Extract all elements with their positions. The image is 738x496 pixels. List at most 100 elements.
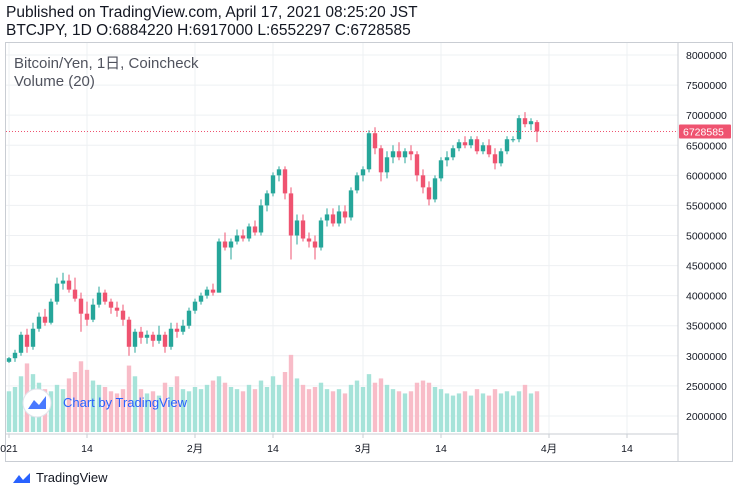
candle-body [228, 241, 234, 248]
candle-body [348, 190, 354, 218]
candle-body [114, 307, 120, 311]
x-tick-label: 14 [621, 443, 633, 455]
candle-body [162, 334, 168, 347]
volume-bar [438, 389, 444, 432]
volume-bar [312, 387, 318, 432]
volume-bar [228, 387, 234, 432]
candle-body [30, 328, 36, 347]
candle-body [72, 289, 78, 299]
candle-body [60, 280, 66, 284]
candle-body [342, 211, 348, 218]
volume-bar [504, 391, 510, 432]
volume-bar [96, 384, 102, 432]
volume-bar [156, 395, 162, 432]
candle-body [324, 214, 330, 221]
candle-body [18, 334, 24, 353]
candle-body [486, 145, 492, 155]
volume-bar [276, 384, 282, 432]
candle-body [90, 304, 96, 320]
candle-body [84, 313, 90, 320]
volume-bar [384, 384, 390, 432]
volume-bar [408, 391, 414, 432]
volume-bar [516, 391, 522, 432]
volume-bar [360, 387, 366, 432]
x-tick-label: 2月 [187, 443, 203, 455]
candle-body [102, 292, 108, 302]
candle-body [294, 220, 300, 236]
y-tick-label: 5500000 [686, 200, 727, 212]
candle-body [504, 139, 510, 152]
candle-body [96, 292, 102, 305]
volume-bar [306, 389, 312, 432]
candle-body [198, 295, 204, 302]
candle-body [180, 325, 186, 332]
volume-bar [114, 393, 120, 432]
volume-bar [402, 393, 408, 432]
volume-bar [138, 389, 144, 432]
symbol-ohlc-line: BTCJPY, 1D O:6884220 H:6917000 L:6552297… [6, 22, 411, 39]
candle-body [396, 151, 402, 158]
x-tick-label: 3月 [355, 443, 371, 455]
candle-body [516, 118, 522, 140]
volume-bar [252, 389, 258, 432]
candle-body [150, 334, 156, 341]
volume-bar [324, 389, 330, 432]
candle-body [132, 331, 138, 347]
volume-bar [102, 387, 108, 432]
volume-bar [48, 391, 54, 432]
candle-body [222, 241, 228, 248]
volume-bar [240, 391, 246, 432]
candle-body [54, 283, 60, 302]
candle-body [42, 316, 48, 323]
candle-body [522, 118, 528, 125]
candle-body [468, 139, 474, 146]
candle-body [246, 226, 252, 239]
candle-body [420, 175, 426, 188]
watermark-text: Chart by TradingView [63, 395, 188, 410]
y-tick-label: 4500000 [686, 261, 727, 273]
volume-bar [126, 365, 132, 432]
candle-body [414, 154, 420, 176]
volume-bar [378, 378, 384, 432]
series-title: Bitcoin/Yen, 1日, Coincheck [14, 55, 199, 72]
time-axis: 021 14 2月 14 3月 14 4月 14 [0, 433, 678, 455]
volume-bar [54, 384, 60, 432]
candle-body [390, 151, 396, 158]
volume-bar [342, 393, 348, 432]
candle-body [312, 241, 318, 248]
volume-bar [72, 372, 78, 432]
volume-bar [498, 393, 504, 432]
volume-bar [444, 393, 450, 432]
volume-bar [282, 372, 288, 432]
candle-body [252, 226, 258, 233]
volume-bar [354, 380, 360, 432]
candle-body [120, 310, 126, 320]
candle-body [108, 301, 114, 308]
footer-brand: TradingView [36, 470, 108, 485]
candle-body [6, 358, 12, 362]
volume-bar [222, 382, 228, 432]
volume-bar [216, 376, 222, 432]
volume-bar [414, 382, 420, 432]
volume-bar [528, 393, 534, 432]
watermark: Chart by TradingView [22, 388, 188, 418]
volume-bar [6, 391, 12, 432]
candle-body [366, 133, 372, 170]
candle-body [402, 151, 408, 158]
candle-body [480, 145, 486, 152]
x-tick-label: 14 [81, 443, 93, 455]
volume-bar [300, 384, 306, 432]
volume-bar [468, 395, 474, 432]
volume-bar [456, 393, 462, 432]
x-tick-label: 4月 [541, 443, 557, 455]
candle-body [438, 160, 444, 179]
candle-body [24, 334, 30, 347]
volume-bar [534, 391, 540, 432]
volume-bar [294, 378, 300, 432]
volume-bar [66, 378, 72, 432]
volume-bar [420, 380, 426, 432]
candle-body [462, 142, 468, 146]
volume-bar [336, 389, 342, 432]
volume-bar [396, 391, 402, 432]
